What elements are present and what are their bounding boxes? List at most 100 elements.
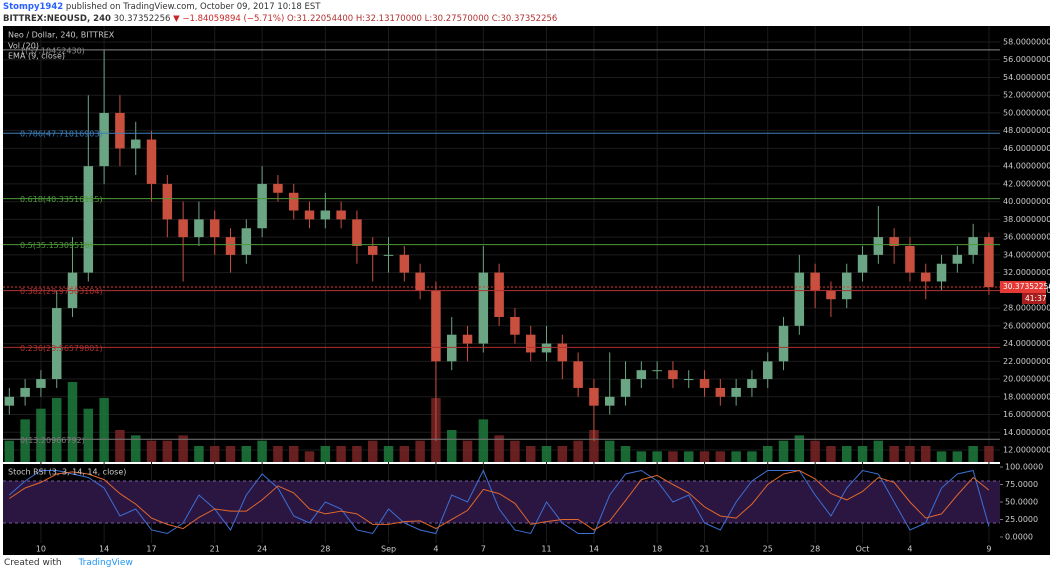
volume-bar — [636, 451, 647, 462]
volume-bar — [399, 446, 410, 462]
volume-bar — [510, 440, 520, 462]
x-tick-label: Oct — [856, 545, 870, 554]
candle-body — [573, 361, 583, 388]
last-price-tag — [1000, 281, 1046, 294]
y-tick-label: 12.00000000 — [1003, 446, 1050, 455]
candle-body — [494, 272, 504, 317]
fib-label: 1(57.10452430) — [20, 46, 85, 55]
candle-body — [178, 219, 188, 238]
candle-body — [367, 245, 378, 255]
stoch-tick-label: 0.0000 — [1005, 532, 1033, 541]
candle-body — [889, 237, 899, 246]
candle-body — [652, 370, 662, 372]
fib-label: 0.5(35.15309516) — [20, 241, 92, 250]
candle-body — [209, 219, 220, 238]
y-tick-label: 38.00000000 — [1003, 215, 1050, 224]
y-tick-label: 14.00000000 — [1003, 428, 1050, 437]
y-tick-label: 32.00000000 — [1003, 268, 1050, 277]
volume-bar — [83, 408, 94, 462]
volume-bar — [778, 440, 789, 462]
volume-bar — [383, 446, 394, 462]
candle-body — [446, 334, 457, 362]
candle-body — [968, 237, 978, 255]
volume-bar — [968, 446, 978, 462]
candle-body — [225, 237, 236, 255]
candle-body — [288, 192, 299, 211]
volume-bar — [146, 440, 157, 462]
x-tick-label: 28 — [810, 545, 820, 554]
published: published on TradingView.com, October 09… — [65, 2, 321, 12]
volume-bar — [51, 398, 62, 462]
candle-body — [194, 219, 204, 238]
volume-bar — [36, 408, 46, 462]
volume-bar — [557, 446, 568, 462]
symbol: BITTREX:NEOUSD, 240 — [3, 14, 111, 24]
volume-bar — [699, 451, 710, 462]
x-tick-label: 4 — [433, 545, 438, 554]
candle-body — [668, 370, 678, 380]
volume-bar — [225, 446, 236, 462]
volume-bar — [589, 430, 599, 462]
volume-bar — [525, 446, 536, 462]
volume-bar — [415, 440, 425, 462]
x-tick-label: 4 — [907, 545, 912, 554]
stoch-tick-label: 100.0000 — [1005, 463, 1043, 472]
candle-body — [747, 379, 757, 388]
x-tick-label: 14 — [589, 545, 599, 554]
candle-body — [162, 183, 173, 220]
volume-bar — [620, 446, 631, 462]
candle-body — [984, 237, 994, 288]
candle-body — [352, 219, 362, 246]
volume-bar — [462, 440, 473, 462]
candle-body — [826, 290, 836, 300]
fib-label: 0(13.20966792) — [20, 436, 85, 445]
candle-body — [620, 379, 631, 397]
candle-body — [525, 334, 536, 353]
chart-title: Neo / Dollar, 240, BITTREX — [8, 31, 115, 40]
volume-bar — [130, 435, 141, 462]
candle-body — [399, 254, 410, 273]
volume-bar — [494, 435, 504, 462]
x-tick-label: 25 — [763, 545, 773, 554]
y-tick-label: 20.00000000 — [1003, 375, 1050, 384]
volume-bar — [273, 446, 283, 462]
candle-body — [51, 308, 62, 380]
y-tick-label: 58.00000000 — [1003, 37, 1050, 46]
y-tick-label: 18.00000000 — [1003, 392, 1050, 401]
stoch-tick-label: 75.0000 — [1005, 480, 1038, 489]
volume-bar — [573, 440, 583, 462]
candle-body — [905, 245, 915, 273]
volume-bar — [20, 419, 30, 462]
x-tick-label: 28 — [320, 545, 330, 554]
volume-bar — [288, 446, 299, 462]
candle-body — [20, 387, 30, 397]
volume-bar — [604, 440, 615, 462]
price-pane — [3, 26, 1000, 462]
candle-body — [857, 254, 868, 273]
x-tick-label: 21 — [699, 545, 709, 554]
volume-bar — [541, 446, 552, 462]
countdown-tag — [1022, 293, 1046, 305]
candle-body — [36, 379, 46, 388]
y-tick-label: 34.00000000 — [1003, 250, 1050, 259]
x-tick-label: 9 — [986, 545, 991, 554]
countdown: 41:37 — [1025, 294, 1047, 303]
candle-body — [589, 387, 599, 406]
header: Stompy1942 published on TradingView.com,… — [3, 1, 557, 25]
volume-bar — [952, 451, 963, 462]
candle-body — [462, 334, 473, 344]
last-price: 30.37352256 — [1003, 282, 1050, 291]
volume-title: Vol (20) — [8, 42, 39, 51]
volume-bar — [731, 451, 741, 462]
y-tick-label: 22.00000000 — [1003, 357, 1050, 366]
x-tick-label: Sep — [381, 545, 396, 554]
stoch-band — [3, 481, 1000, 523]
candle-body — [810, 272, 820, 291]
candle-body — [415, 272, 425, 291]
volume-bar — [67, 382, 78, 462]
candle-body — [241, 228, 252, 255]
fib-label: 0.786(47.71016903) — [20, 130, 103, 139]
volume-bar — [304, 451, 315, 462]
volume-bar — [320, 446, 331, 462]
candle-body — [952, 254, 963, 264]
